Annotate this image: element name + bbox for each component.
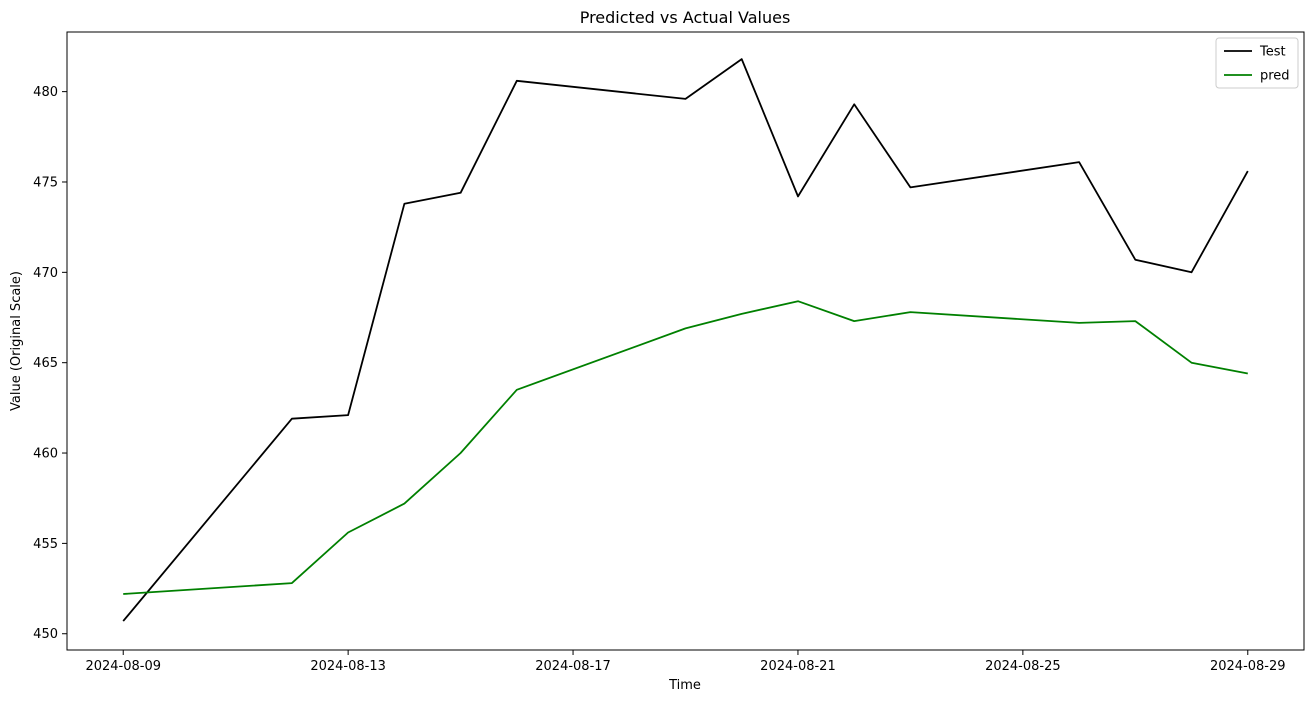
y-axis-label: Value (Original Scale) — [9, 271, 24, 411]
legend: Test pred — [1215, 37, 1299, 89]
x-tick-label: 2024-08-21 — [760, 659, 836, 674]
series-line-pred — [123, 300, 1248, 595]
x-tick-label: 2024-08-09 — [85, 659, 161, 674]
plot-area — [67, 32, 1304, 650]
y-tick-label: 460 — [33, 447, 58, 462]
chart-title: Predicted vs Actual Values — [580, 8, 791, 27]
x-tick-label: 2024-08-13 — [310, 659, 386, 674]
series-layer — [122, 58, 1249, 622]
x-tick-label: 2024-08-25 — [985, 659, 1061, 674]
y-tick-label: 470 — [33, 266, 58, 281]
x-tick-label: 2024-08-17 — [535, 659, 611, 674]
legend-label: Test — [1259, 45, 1286, 60]
x-axis-label: Time — [668, 678, 701, 693]
y-axis: 450 455 460 465 470 475 480 — [33, 85, 67, 642]
y-tick-label: 475 — [33, 175, 58, 190]
x-axis: 2024-08-09 2024-08-13 2024-08-17 2024-08-21… — [85, 650, 1286, 674]
y-tick-label: 480 — [33, 85, 58, 100]
y-tick-label: 450 — [33, 627, 58, 642]
y-tick-label: 465 — [33, 356, 58, 371]
legend-label: pred — [1260, 69, 1290, 84]
x-tick-label: 2024-08-29 — [1210, 659, 1286, 674]
y-tick-label: 455 — [33, 537, 58, 552]
series-line-test — [122, 58, 1249, 622]
plot-frame — [66, 31, 1305, 651]
